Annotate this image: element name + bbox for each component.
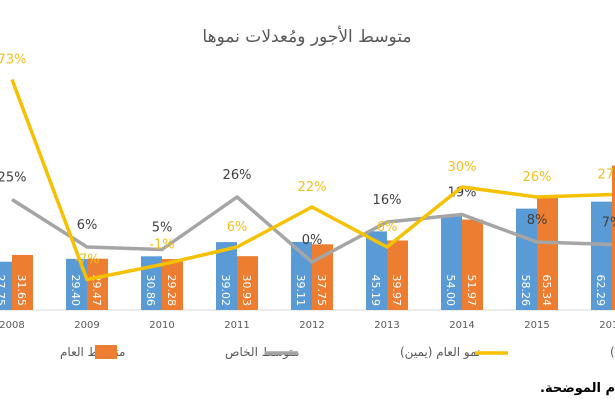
bar-value-label: 39.11 [294, 275, 307, 307]
bar-value-label: 37.75 [315, 275, 328, 307]
line-value-label: 30% [448, 160, 477, 175]
bar [87, 258, 108, 310]
bar [0, 261, 12, 310]
chart-title: متوسط الأجور ومُعدلات نموها [202, 26, 411, 47]
bar [612, 165, 615, 310]
bar-value-label: 29.47 [90, 275, 103, 307]
bar-value-label: 65.34 [540, 275, 553, 307]
line-value-label: 8% [527, 213, 548, 228]
bar [237, 256, 258, 310]
bar-value-label: 51.97 [465, 275, 478, 307]
line-value-label: 16% [373, 193, 402, 208]
line-value-label: 26% [523, 170, 552, 185]
bar-value-label: 29.40 [69, 275, 82, 307]
bar-value-label: 30.93 [240, 275, 253, 307]
bar [591, 201, 612, 310]
bar-value-label: 54.00 [444, 275, 457, 307]
bar [366, 231, 387, 310]
line-value-label: -7% [74, 253, 99, 268]
line-value-label: 73% [0, 53, 26, 68]
line-value-label: 6% [77, 218, 98, 233]
legend-item: نمو العام (يمين) [265, 345, 480, 360]
bar-value-label: 39.02 [219, 275, 232, 307]
source-caption: ...للتعبئة العامة والإحصاء، نشرة الإنتاج… [540, 379, 615, 396]
bar-value-label: 39.97 [390, 275, 403, 307]
line-value-label: -1% [149, 238, 174, 253]
legend-label: نمو الخاص (يمين) [610, 345, 615, 360]
bar-value-label: 31.65 [15, 275, 28, 307]
bar-value-label: 45.19 [369, 275, 382, 307]
x-tick-label: 2011 [224, 320, 249, 331]
bar [12, 254, 33, 310]
bar [516, 208, 537, 310]
bar [462, 219, 483, 310]
x-tick-label: 2008 [0, 320, 25, 331]
x-tick-label: 2013 [374, 320, 399, 331]
legend-label: نمو العام (يمين) [400, 345, 480, 360]
bar-value-label: 30.86 [144, 275, 157, 307]
x-tick-label: 2012 [299, 320, 324, 331]
bar [66, 258, 87, 310]
x-tick-label: 2009 [74, 320, 99, 331]
line-value-label: 6% [377, 220, 398, 235]
bar-value-label: 27.75 [0, 275, 7, 307]
legend-item: متوسط الخاص [95, 345, 299, 360]
line-value-label: 22% [298, 180, 327, 195]
line-value-label: 26% [223, 168, 252, 183]
bar-value-label: 58.26 [519, 275, 532, 307]
x-tick-label: 2015 [524, 320, 549, 331]
legend-swatch [95, 345, 117, 359]
legend-item: نمو الخاص (يمين) [475, 345, 615, 360]
bar [141, 256, 162, 310]
line-value-label: 0% [302, 233, 323, 248]
legend-label: متوسط الخاص [225, 345, 299, 360]
line-value-label: 25% [0, 171, 26, 186]
bar [441, 216, 462, 310]
bar [162, 259, 183, 310]
line-value-label: 27% [598, 168, 615, 183]
bar [216, 242, 237, 310]
x-tick-label: 2014 [449, 320, 474, 331]
x-tick-label: 2010 [149, 320, 174, 331]
bar-value-label: 29.28 [165, 275, 178, 307]
line-value-label: 5% [152, 221, 173, 236]
bar [387, 240, 408, 310]
bar [537, 196, 558, 310]
line-value-label: 6% [227, 220, 248, 235]
line-value-label: 7% [602, 216, 615, 231]
bar-value-label: 62.29 [594, 275, 607, 307]
x-tick-label: 2016 [599, 320, 615, 331]
